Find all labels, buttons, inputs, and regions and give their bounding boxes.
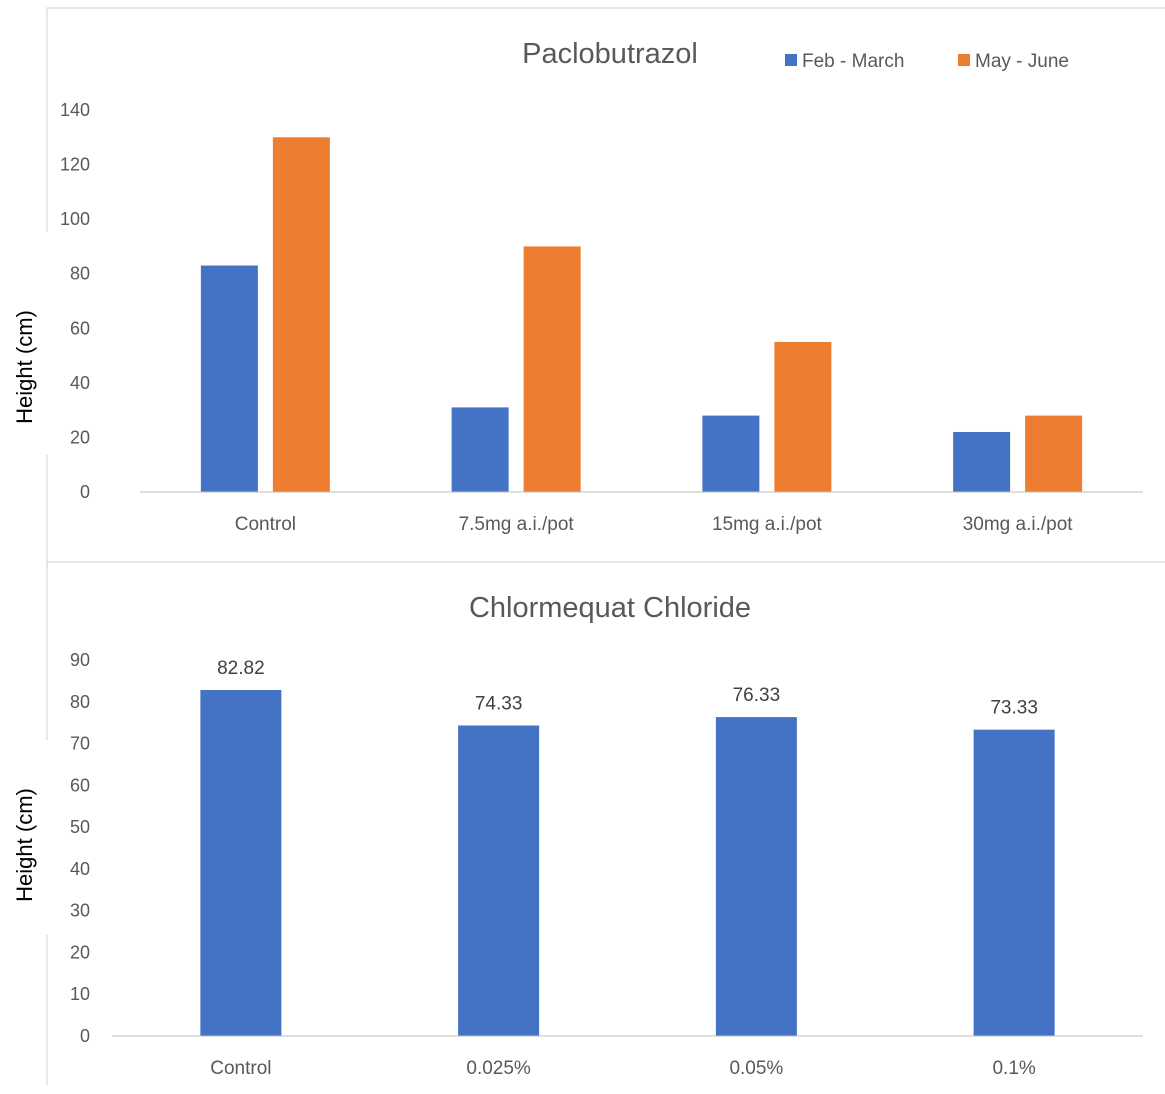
chart1-bar-may-june-control (272, 137, 330, 493)
chart2-bars (200, 689, 1055, 1036)
chart1-bar-feb-march-30mg-a-i-pot (953, 431, 1011, 492)
chart1-y-tick-20: 20 (70, 427, 90, 447)
chart2-data-label-0-05: 76.33 (733, 685, 781, 706)
chart-frames (46, 7, 1165, 1085)
chart1-x-ticks: Control 7.5mg a.i./pot 15mg a.i./pot 30mg a… (235, 514, 1074, 535)
chart1-y-tick-80: 80 (70, 264, 90, 284)
chart1-bar-may-june-7-5mg-a-i-pot (523, 246, 581, 492)
chart1-x-tick-7-5mg-a-i-pot: 7.5mg a.i./pot (459, 514, 575, 535)
chart1-y-tick-120: 120 (60, 155, 90, 175)
chart2-y-axis-label: Height (cm) (12, 788, 37, 902)
paclobutrazol-chart: Paclobutrazol Height (cm) Feb - March Ma… (12, 38, 1143, 535)
chart1-bars (200, 137, 1083, 493)
chart2-bar-control (200, 689, 282, 1036)
chart2-y-tick-10: 10 (70, 984, 90, 1004)
chart1-x-tick-control: Control (235, 514, 296, 535)
chart2-data-label-0-025: 74.33 (475, 693, 523, 714)
chart1-frame (46, 7, 1165, 232)
chart2-x-ticks: Control 0.025% 0.05% 0.1% (210, 1058, 1036, 1079)
chart1-y-tick-0: 0 (80, 482, 90, 502)
chart2-y-tick-70: 70 (70, 734, 90, 754)
chart2-y-tick-20: 20 (70, 942, 90, 962)
chart1-y-tick-140: 140 (60, 100, 90, 120)
chart2-data-labels: 82.82 74.33 76.33 73.33 (217, 658, 1038, 719)
chart2-y-tick-90: 90 (70, 650, 90, 670)
chart1-legend: Feb - March May - June (785, 51, 1069, 72)
chart1-bar-feb-march-control (200, 265, 258, 492)
chart2-x-tick-control: Control (210, 1058, 271, 1079)
chart2-bar-0-1 (973, 729, 1055, 1036)
chart2-y-tick-30: 30 (70, 901, 90, 921)
chart1-bar-feb-march-15mg-a-i-pot (702, 415, 760, 492)
chlormequat-chart: Chlormequat Chloride Height (cm) 0 10 20 30… (12, 592, 1143, 1079)
chart2-x-tick-0-1: 0.1% (992, 1058, 1035, 1079)
chart1-bar-may-june-15mg-a-i-pot (774, 341, 832, 492)
chart2-y-tick-0: 0 (80, 1026, 90, 1046)
chart2-y-tick-50: 50 (70, 817, 90, 837)
chart1-y-tick-60: 60 (70, 318, 90, 338)
chart1-y-axis-label: Height (cm) (12, 310, 37, 424)
chart1-y-tick-100: 100 (60, 209, 90, 229)
legend-label-may-june: May - June (975, 51, 1069, 72)
chart2-y-tick-80: 80 (70, 692, 90, 712)
chart1-x-tick-15mg-a-i-pot: 15mg a.i./pot (712, 514, 823, 535)
chart2-y-tick-60: 60 (70, 775, 90, 795)
legend-label-feb-march: Feb - March (802, 51, 904, 72)
chart2-bar-0-05 (715, 717, 797, 1036)
legend-swatch-feb-march (785, 54, 797, 66)
chart2-x-tick-0-05: 0.05% (729, 1058, 783, 1079)
chart1-bar-may-june-30mg-a-i-pot (1025, 415, 1083, 492)
chart2-data-label-0-1: 73.33 (990, 698, 1038, 719)
chart2-data-label-control: 82.82 (217, 658, 265, 679)
chart2-x-tick-0-025: 0.025% (466, 1058, 531, 1079)
chart1-bar-feb-march-7-5mg-a-i-pot (451, 407, 509, 492)
chart1-x-tick-30mg-a-i-pot: 30mg a.i./pot (963, 514, 1074, 535)
chart2-y-tick-40: 40 (70, 859, 90, 879)
chart1-y-tick-40: 40 (70, 373, 90, 393)
chart1-y-ticks: 0 20 40 60 80 100 120 140 (60, 100, 90, 502)
chart2-bar-0-025 (458, 725, 540, 1036)
chart1-title: Paclobutrazol (522, 38, 698, 70)
chart2-y-ticks: 0 10 20 30 40 50 60 70 80 90 (70, 650, 90, 1046)
legend-swatch-may-june (958, 54, 970, 66)
chart2-title: Chlormequat Chloride (469, 592, 751, 624)
